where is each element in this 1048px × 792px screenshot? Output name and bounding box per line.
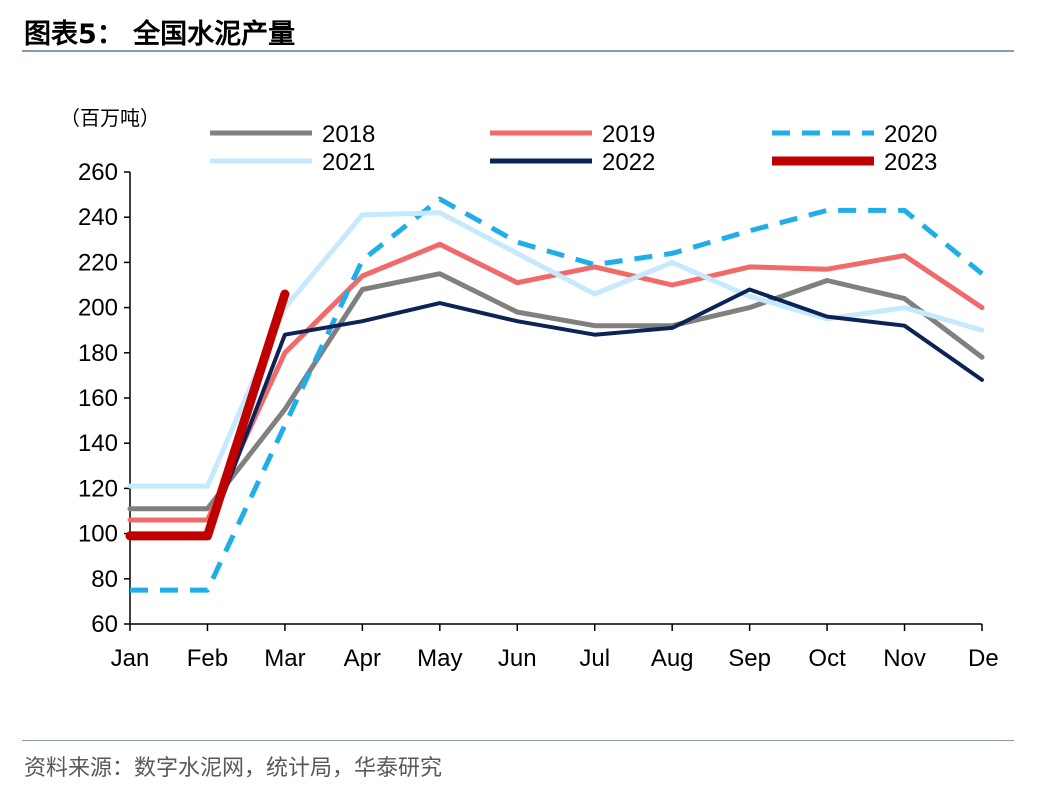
series-line-2022	[128, 287, 984, 538]
x-tick-label-feb: Feb	[187, 645, 228, 672]
source-note: 资料来源：数字水泥网，统计局，华泰研究	[24, 756, 443, 781]
y-tick-label: 140	[78, 430, 118, 457]
legend-label-2018: 2018	[322, 121, 375, 148]
y-tick-label: 60	[91, 611, 118, 638]
x-tick-label-nov: Nov	[883, 645, 926, 672]
legend-label-2022: 2022	[602, 149, 655, 176]
figure-title: 图表5： 全国水泥产量	[24, 19, 296, 50]
y-tick-label: 200	[78, 295, 118, 322]
series-line-2023	[125, 289, 290, 541]
axes: 60 80 100 120 140 160 180 200 220 240 260 Jan Feb Mar…	[78, 159, 999, 672]
x-tick-label-de: De	[968, 645, 999, 672]
title-divider	[22, 50, 1014, 52]
x-tick-label-aug: Aug	[651, 645, 694, 672]
x-tick-label-jun: Jun	[498, 645, 537, 672]
series-line-2020	[130, 196, 984, 593]
legend: 2018 2019 2020 2021 2022 2023	[210, 121, 937, 176]
y-tick-label: 180	[78, 340, 118, 367]
footer-divider	[22, 740, 1014, 741]
y-tick-label: 80	[91, 566, 118, 593]
legend-label-2020: 2020	[884, 121, 937, 148]
x-tick-label-mar: Mar	[264, 645, 305, 672]
legend-label-2019: 2019	[602, 121, 655, 148]
x-tick-label-jan: Jan	[111, 645, 150, 672]
cement-output-line-chart: 2018 2019 2020 2021 2022 2023 60 80 100 120 140 16…	[78, 121, 999, 672]
legend-label-2023: 2023	[884, 149, 937, 176]
x-tick-label-apr: Apr	[344, 645, 381, 672]
series-line-2018	[127, 271, 985, 512]
legend-label-2021: 2021	[322, 149, 375, 176]
y-tick-label: 120	[78, 475, 118, 502]
y-axis-unit-label: （百万吨）	[60, 106, 160, 130]
y-tick-label: 220	[78, 249, 118, 276]
x-tick-label-jul: Jul	[579, 645, 610, 672]
y-tick-label: 160	[78, 385, 118, 412]
x-tick-label-may: May	[417, 645, 462, 672]
x-tick-label-sep: Sep	[728, 645, 771, 672]
y-tick-label: 260	[78, 159, 118, 186]
y-tick-label: 240	[78, 204, 118, 231]
series-lines	[125, 196, 985, 593]
x-tick-label-oct: Oct	[808, 645, 846, 672]
y-tick-label: 100	[78, 521, 118, 548]
